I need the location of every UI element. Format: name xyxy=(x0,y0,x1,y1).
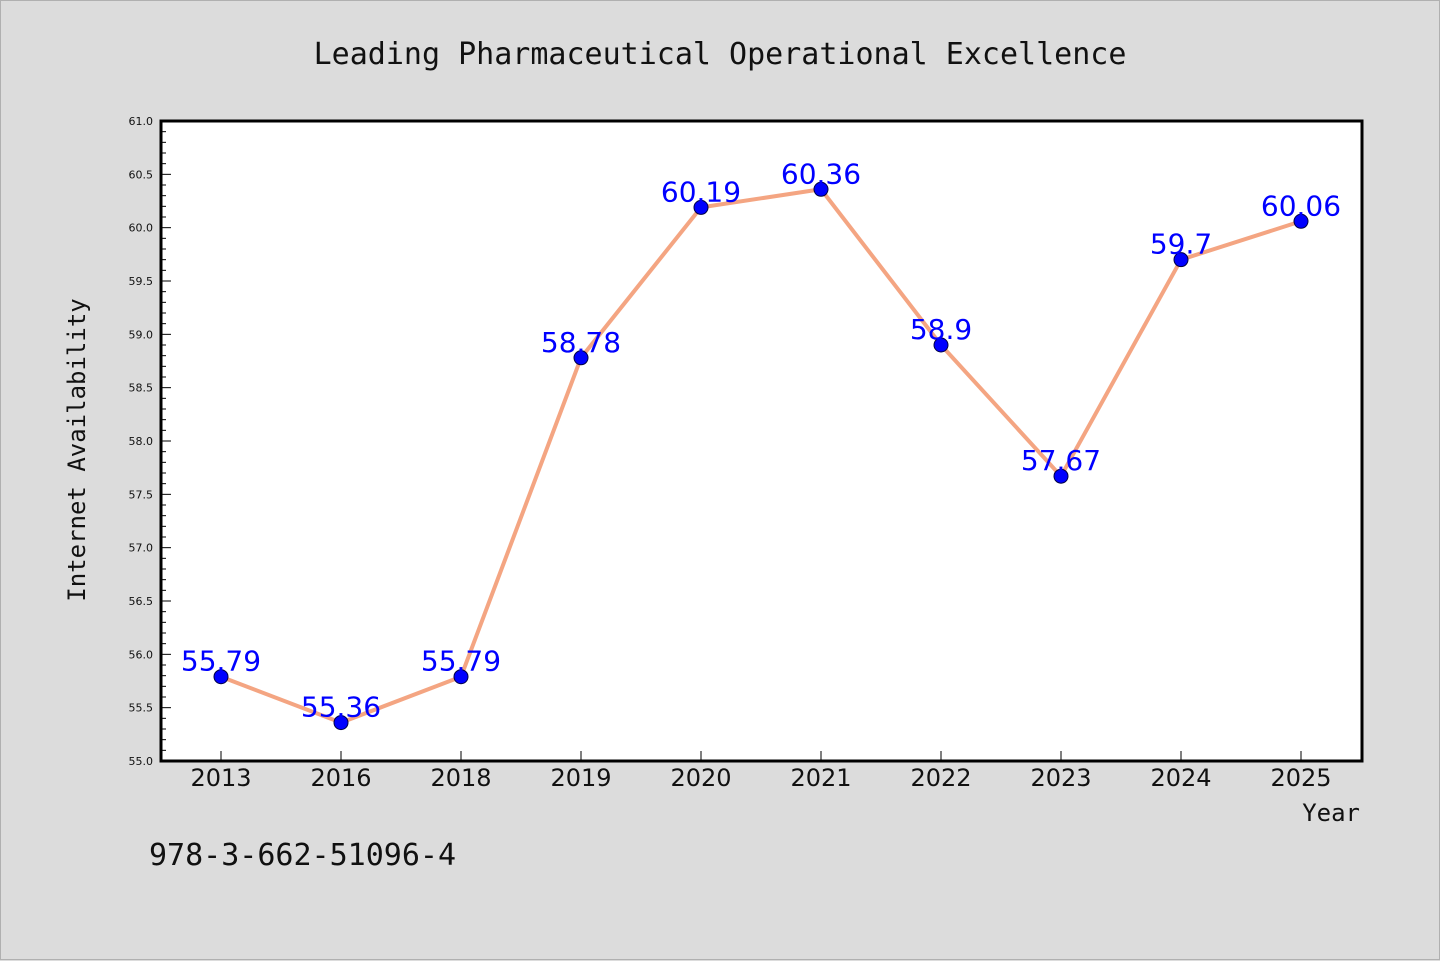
data-label: 55.79 xyxy=(421,645,501,678)
series-line xyxy=(220,187,1302,725)
y-tick-label: 55.0 xyxy=(129,755,154,768)
y-tick-label: 58.5 xyxy=(129,382,154,395)
y-tick-label: 60.5 xyxy=(129,168,154,181)
y-tick-label: 56.0 xyxy=(129,648,154,661)
data-markers xyxy=(213,181,1309,731)
chart-title: Leading Pharmaceutical Operational Excel… xyxy=(314,37,1127,72)
y-tick-label: 57.0 xyxy=(129,542,154,555)
data-point xyxy=(1293,213,1309,229)
x-tick-label: 2013 xyxy=(190,764,251,792)
data-point xyxy=(573,350,589,366)
data-label: 58.9 xyxy=(910,313,972,346)
data-point xyxy=(933,337,949,353)
y-tick-label: 58.0 xyxy=(129,435,154,448)
y-tick-label: 59.0 xyxy=(129,328,154,341)
data-point xyxy=(213,669,229,685)
y-tick-label: 60.0 xyxy=(129,222,154,235)
data-point xyxy=(1053,468,1069,484)
data-label: 55.79 xyxy=(181,645,261,678)
x-tick-label: 2016 xyxy=(310,764,371,792)
data-label: 60.19 xyxy=(661,175,741,208)
plot-area xyxy=(161,121,1362,761)
data-label: 60.36 xyxy=(781,157,861,190)
x-tick-label: 2024 xyxy=(1150,764,1211,792)
data-point xyxy=(333,715,349,731)
data-label: 58.78 xyxy=(541,326,621,359)
x-tick-label: 2023 xyxy=(1030,764,1091,792)
x-tick-label: 2019 xyxy=(550,764,611,792)
data-point xyxy=(453,669,469,685)
data-point xyxy=(1173,252,1189,268)
data-label: 57.67 xyxy=(1021,444,1101,477)
x-tick-label: 2018 xyxy=(430,764,491,792)
y-tick-label: 56.5 xyxy=(129,595,154,608)
y-axis: 55.0 55.5 56.0 56.5 57.0 57.5 58.0 58.5 59.0 59.5… xyxy=(129,115,171,768)
data-label: 59.7 xyxy=(1150,228,1212,261)
y-tick-label: 55.5 xyxy=(129,702,154,715)
x-tick-label: 2020 xyxy=(670,764,731,792)
isbn-footer: 978-3-662-51096-4 xyxy=(149,838,456,873)
data-point xyxy=(693,199,709,215)
plot-border xyxy=(159,119,1364,763)
data-point xyxy=(813,181,829,197)
x-tick-label: 2025 xyxy=(1270,764,1331,792)
x-axis: 2013 2016 2018 2019 2020 2021 2022 2023 2024 2025 xyxy=(190,751,1332,792)
data-labels: 55.79 55.36 55.79 58.78 60.19 60.36 58.9 57.67 5… xyxy=(181,157,1341,723)
y-axis-label: Internet Availability xyxy=(63,298,91,601)
x-axis-label: Year xyxy=(1302,799,1360,827)
y-tick-label: 57.5 xyxy=(129,488,154,501)
x-tick-label: 2022 xyxy=(910,764,971,792)
data-label: 55.36 xyxy=(301,691,381,724)
y-tick-label: 59.5 xyxy=(129,275,154,288)
x-tick-label: 2021 xyxy=(790,764,851,792)
data-label: 60.06 xyxy=(1261,189,1341,222)
y-tick-label: 61.0 xyxy=(129,115,154,128)
